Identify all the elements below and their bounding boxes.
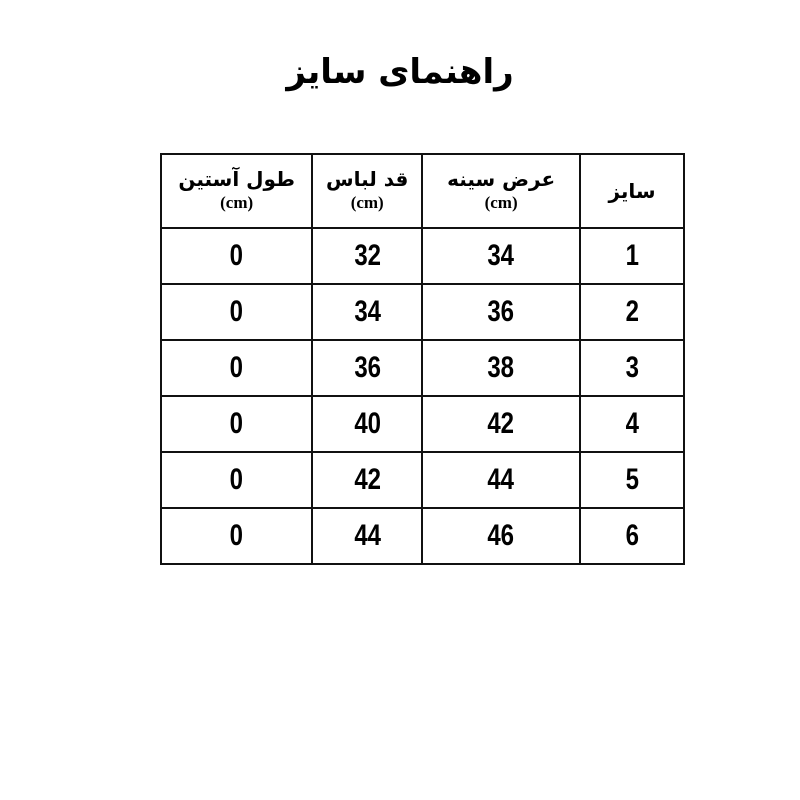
cell-chest-width: 42 — [421, 395, 582, 453]
cell-length: 40 — [311, 395, 424, 453]
cell-chest-width: 38 — [421, 339, 582, 397]
cell-size: 4 — [579, 395, 685, 453]
cell-sleeve-length: 0 — [159, 283, 314, 341]
cell-size: 3 — [579, 339, 685, 397]
cell-chest-width: 34 — [421, 227, 582, 285]
cell-value: 6 — [625, 519, 639, 552]
cell-length: 44 — [311, 507, 424, 565]
table-row: 6 46 44 0 — [159, 507, 685, 565]
table-row: 3 38 36 0 — [159, 339, 685, 397]
cell-sleeve-length: 0 — [159, 339, 314, 397]
cell-value: 36 — [353, 351, 381, 384]
cell-value: 3 — [625, 351, 639, 384]
cell-chest-width: 46 — [421, 507, 582, 565]
cell-value: 46 — [487, 519, 515, 552]
cell-value: 5 — [625, 463, 639, 496]
cell-size: 1 — [579, 227, 685, 285]
size-table: سایز عرض سینه (cm) قد لباس (cm) طول آستین(… — [159, 153, 685, 565]
cell-value: 2 — [625, 295, 639, 328]
cell-length: 34 — [311, 283, 424, 341]
table-row: 4 42 40 0 — [159, 395, 685, 453]
table-row: 5 44 42 0 — [159, 451, 685, 509]
cell-value: 0 — [229, 463, 244, 496]
cell-value: 0 — [229, 295, 244, 328]
cell-size: 5 — [579, 451, 685, 509]
cell-value: 0 — [229, 407, 244, 440]
cell-length: 42 — [311, 451, 424, 509]
cell-length: 36 — [311, 339, 424, 397]
cell-sleeve-length: 0 — [159, 227, 314, 285]
cell-value: 0 — [229, 519, 244, 552]
cell-chest-width: 36 — [421, 283, 582, 341]
cell-value: 36 — [487, 295, 515, 328]
header-chest-width: عرض سینه (cm) — [421, 153, 582, 229]
cell-sleeve-length: 0 — [159, 507, 314, 565]
cell-value: 32 — [353, 239, 381, 272]
cell-chest-width: 44 — [421, 451, 582, 509]
cell-value: 0 — [229, 351, 244, 384]
cell-size: 6 — [579, 507, 685, 565]
cell-value: 34 — [353, 295, 381, 328]
cell-value: 42 — [353, 463, 381, 496]
table-row: 1 34 32 0 — [159, 227, 685, 285]
cell-value: 0 — [229, 239, 244, 272]
cell-value: 1 — [625, 239, 639, 272]
cell-value: 44 — [487, 463, 515, 496]
cell-value: 38 — [487, 351, 515, 384]
cell-sleeve-length: 0 — [159, 395, 314, 453]
header-row: سایز عرض سینه (cm) قد لباس (cm) طول آستین(… — [159, 153, 685, 229]
header-size: سایز — [579, 153, 685, 229]
cell-value: 42 — [487, 407, 515, 440]
cell-value: 40 — [353, 407, 381, 440]
cell-value: 34 — [487, 239, 515, 272]
cell-length: 32 — [311, 227, 424, 285]
cell-sleeve-length: 0 — [159, 451, 314, 509]
cell-size: 2 — [579, 283, 685, 341]
cell-value: 44 — [353, 519, 381, 552]
page-title: راهنمای سایز — [286, 52, 514, 92]
table-row: 2 36 34 0 — [159, 283, 685, 341]
header-length: قد لباس (cm) — [311, 153, 424, 229]
header-sleeve-length: طول آستین (cm) — [159, 153, 314, 229]
cell-value: 4 — [625, 407, 639, 440]
